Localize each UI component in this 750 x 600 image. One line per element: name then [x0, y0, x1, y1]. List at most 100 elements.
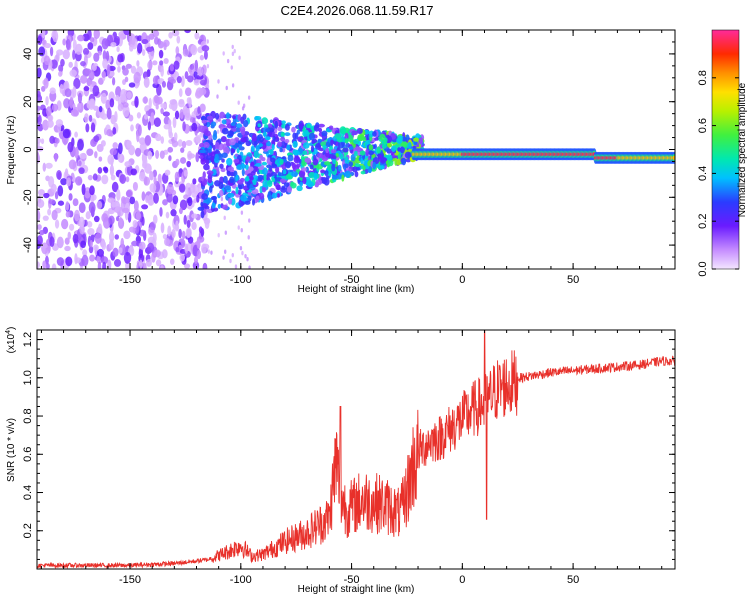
spectrogram-cell [235, 123, 243, 128]
spectrogram-cell [101, 240, 107, 250]
spectrogram-cell [280, 136, 286, 142]
spectrogram-y-tick-label: 20 [22, 96, 34, 108]
spectrogram-cell [200, 176, 204, 182]
spectrogram-cell [237, 225, 240, 230]
spectrogram-cell [77, 92, 83, 104]
spectrogram-cell [40, 243, 48, 249]
spectrogram-cell [158, 49, 164, 59]
spectrogram-cell [106, 107, 112, 120]
spectrogram-cell [347, 134, 354, 143]
spectrogram-cell [157, 173, 162, 184]
spectrogram-cell [62, 38, 67, 46]
spectrogram-cell [352, 166, 358, 173]
spectrogram-cell [66, 177, 72, 187]
spectrogram-cell [233, 158, 240, 164]
spectrogram-cell [324, 170, 329, 176]
spectrogram-cell [93, 30, 100, 40]
spectrogram-cell [354, 146, 362, 152]
spectrogram-cell [87, 42, 94, 50]
colorbar: 0.0 0.2 0.4 0.6 0.8 Normalized spectral ampl… [697, 29, 748, 277]
spectrogram-cell [98, 77, 104, 85]
spectrogram-cell [217, 232, 220, 238]
spectrogram-cell [153, 249, 161, 258]
spectrogram-cell [263, 131, 267, 138]
spectrogram-cell [208, 172, 212, 178]
spectrogram-cell [172, 195, 179, 205]
spectrogram-cell [124, 76, 129, 83]
spectrogram-cell [372, 131, 377, 137]
spectrogram-cell [168, 31, 173, 39]
spectrogram-cell [187, 196, 193, 207]
spectrogram-cell [246, 257, 249, 262]
spectrogram-cell [359, 150, 366, 156]
spectrogram-cell [391, 145, 396, 152]
snr-y-tick-label: 1.2 [22, 332, 34, 347]
spectrogram-cell [193, 71, 198, 78]
spectrogram-cell [105, 99, 111, 110]
spectrogram-cell [247, 95, 251, 100]
spectrogram-cell [109, 70, 115, 77]
spectrogram-cell [179, 108, 184, 120]
spectrogram-cell [179, 199, 188, 211]
spectrogram-cell [192, 261, 200, 269]
spectrogram-cell [203, 163, 210, 171]
spectrogram-cell [244, 200, 251, 205]
spectrogram-cell [68, 61, 73, 68]
spectrogram-cell [87, 174, 93, 181]
spectrogram-cell [82, 249, 88, 257]
spectrogram-x-label: Height of straight line (km) [298, 284, 415, 295]
spectrogram-cell [277, 141, 282, 148]
spectrogram-cell [234, 264, 238, 269]
spectrogram-cell [215, 141, 220, 150]
spectrogram-cell [407, 141, 412, 150]
spectrogram-cell [147, 121, 152, 131]
spectrogram-cell [45, 162, 53, 169]
spectrogram-cell [98, 156, 103, 162]
spectrogram-cell [276, 193, 280, 198]
spectrogram-cell [226, 58, 230, 64]
spectrogram-cell [208, 185, 213, 193]
snr-y-multiplier: (x104) [5, 327, 17, 354]
spectrogram-cell [178, 207, 183, 215]
spectrogram-cell [76, 102, 82, 110]
spectrogram-cell [244, 163, 249, 171]
spectrogram-cell [384, 137, 388, 143]
spectrogram-cell [64, 245, 71, 252]
spectrogram-cell [111, 77, 116, 86]
spectrogram-cell [93, 244, 99, 251]
spectrogram-cell [169, 99, 177, 105]
spectrogram-cell [78, 202, 86, 214]
spectrogram-cell [293, 155, 301, 164]
spectrogram-cell [171, 140, 179, 148]
spectrogram-cell [180, 157, 187, 164]
spectrogram-cell [57, 200, 65, 206]
spectrogram-cell [115, 94, 120, 102]
spectrogram-cell [210, 250, 213, 255]
spectrogram-cell [63, 98, 71, 109]
spectrogram-cell [68, 159, 77, 170]
spectrogram-cell [92, 85, 100, 97]
spectrogram-cell [380, 157, 388, 163]
spectrogram-cell [323, 161, 331, 166]
spectrogram-cell [122, 67, 129, 76]
spectrogram-cell [178, 100, 185, 108]
spectrogram-cell [126, 140, 132, 149]
spectrogram-cell [39, 229, 45, 236]
spectrogram-cell [247, 195, 252, 200]
spectrogram-cell [148, 33, 155, 40]
spectrogram-cell [351, 130, 359, 136]
spectrogram-cell [177, 139, 183, 147]
snr-y-ticks: 0.2 0.4 0.6 0.8 1.0 1.2 [22, 329, 675, 570]
spectrogram-cell [152, 60, 158, 66]
spectrogram-cell [72, 198, 79, 207]
spectrogram-cell [89, 254, 95, 262]
spectrogram-cell [129, 44, 134, 52]
snr-y-tick-label: 0.4 [22, 485, 34, 500]
spectrogram-cell [162, 199, 168, 206]
spectrogram-cell [89, 37, 95, 43]
spectrogram-cell [80, 240, 87, 249]
spectrogram-cell [201, 115, 207, 122]
spectrogram-cell [215, 119, 218, 124]
snr-x-tick-label: 0 [459, 574, 465, 586]
spectrogram-cell [255, 145, 260, 152]
